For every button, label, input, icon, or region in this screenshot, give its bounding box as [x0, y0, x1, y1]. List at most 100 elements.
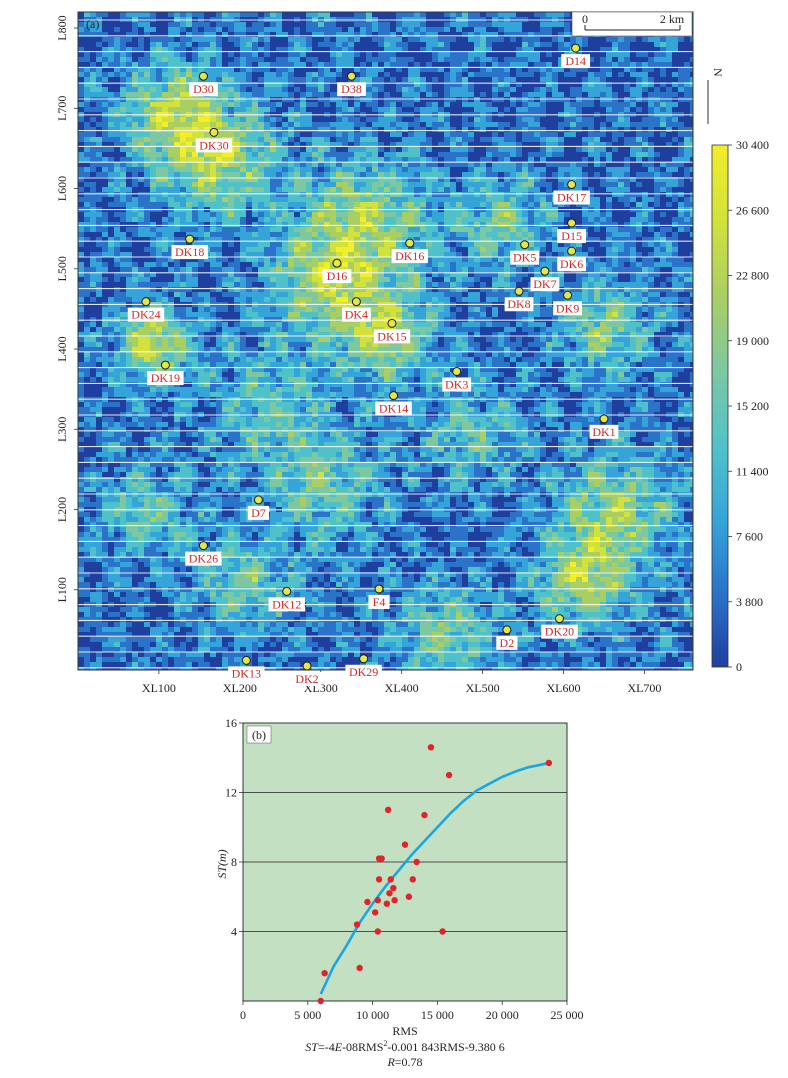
well-marker — [282, 586, 292, 596]
data-point — [371, 909, 379, 916]
x-tick-label: XL100 — [142, 681, 176, 695]
well-label: D14 — [565, 54, 586, 68]
well-label-box — [268, 597, 305, 612]
data-point — [405, 893, 413, 900]
well-label-box — [368, 594, 390, 609]
well-marker — [198, 71, 208, 81]
data-point — [439, 928, 446, 935]
eq-part-e: E — [334, 1040, 343, 1054]
y-tick-label: L600 — [55, 176, 69, 201]
x-tick-label: 15 000 — [421, 1008, 454, 1022]
data-point — [364, 898, 371, 906]
eq-part-rms: -08RMS — [342, 1040, 383, 1054]
well-marker — [253, 495, 263, 505]
well-label-box — [189, 82, 218, 97]
colorbar-tick-label: 7 600 — [736, 530, 763, 544]
well-label-box — [373, 329, 411, 344]
well-marker — [540, 266, 550, 276]
well-label-box — [345, 664, 382, 679]
data-point — [409, 876, 416, 883]
well-label-box — [504, 297, 534, 312]
well-label: DK8 — [507, 297, 530, 311]
data-point — [384, 806, 392, 814]
y-tick-label: L400 — [55, 336, 69, 361]
well-marker — [567, 246, 577, 256]
colorbar-ticks: 30 400 26 600 22 800 19 000 15 200 11 400 7 60… — [728, 138, 769, 674]
well-label-box — [375, 401, 412, 416]
well-label-box — [292, 671, 322, 686]
panel-b-label: (b) — [252, 728, 266, 742]
well-label-box — [589, 424, 619, 439]
data-point — [387, 876, 394, 883]
well-label-box — [391, 249, 428, 264]
x-tick-label: 5 000 — [294, 1008, 321, 1022]
well-label-box — [147, 371, 184, 386]
well-marker — [567, 218, 577, 228]
well-label-box — [496, 635, 518, 650]
data-point — [421, 811, 428, 819]
r-label: R — [386, 1055, 395, 1069]
well-marker — [198, 541, 208, 551]
data-point — [445, 771, 453, 779]
well-label: D30 — [193, 82, 214, 96]
well-label-box — [557, 229, 587, 244]
well-label: DK16 — [395, 249, 424, 263]
map-frame — [77, 11, 694, 671]
well-marker — [571, 43, 581, 53]
well-marker — [520, 240, 530, 250]
panel-b-scatter: (b) 0 5 000 10 000 15 000 20 000 25 000 4 8 12 1… — [215, 716, 584, 1069]
eq-part-rest: -0.001 843RMS-9.380 6 — [387, 1040, 504, 1054]
scale-bar: 0 2 km — [571, 11, 693, 37]
well-marker — [141, 297, 151, 307]
y-axis-ticks: L100 L200 L300 L400 L500 L600 L700 L800 — [55, 15, 78, 602]
well-label-box — [541, 624, 578, 639]
well-marker — [351, 297, 361, 307]
data-point — [383, 900, 391, 907]
well-label: DK3 — [445, 377, 468, 391]
well-label-box — [442, 377, 472, 392]
colorbar-tick-label: 3 800 — [736, 595, 763, 609]
well-label: DK13 — [232, 666, 261, 680]
scatter-y-ticks: 4 8 12 16 — [225, 716, 243, 939]
data-point — [353, 921, 361, 928]
scale-bar-start: 0 — [582, 12, 588, 26]
well-marker — [452, 366, 462, 376]
y-tick-label: L300 — [55, 417, 69, 442]
well-label: D2 — [500, 636, 515, 650]
well-marker — [302, 661, 312, 671]
y-tick-label: 12 — [225, 786, 237, 800]
y-tick-label: L200 — [55, 497, 69, 522]
well-label: DK14 — [379, 402, 408, 416]
well-label: DK20 — [545, 625, 574, 639]
colorbar-tick-label: 15 200 — [736, 399, 769, 413]
well-marker — [567, 180, 577, 190]
data-point — [401, 841, 409, 848]
well-label: D15 — [561, 229, 582, 243]
panel-a-label: (a) — [86, 17, 99, 31]
well-label: DK26 — [189, 552, 218, 566]
x-tick-label: XL500 — [466, 681, 500, 695]
r-number: =0.78 — [395, 1055, 423, 1069]
x-tick-label: XL700 — [627, 681, 661, 695]
well-label-box — [561, 54, 591, 69]
well-label: DK2 — [295, 672, 318, 686]
panel-a-seismic-map: (a) 0 2 km N L100 L200 L300 L400 L500 L600 L70… — [55, 11, 769, 695]
y-axis-label: ST(m) — [215, 849, 229, 878]
well-marker — [554, 614, 564, 624]
data-point — [391, 897, 398, 904]
x-tick-label: XL600 — [547, 681, 581, 695]
eq-part-st: ST — [305, 1040, 319, 1054]
y-tick-label: L700 — [55, 96, 69, 121]
well-markers: D14 D30 D38 DK30 DK17 D15 DK18 DK16 DK5 DK6 D16 DK7… — [127, 43, 619, 686]
data-point — [545, 759, 553, 767]
data-point — [427, 744, 435, 751]
well-label-box — [228, 666, 265, 681]
well-marker — [387, 318, 397, 328]
colorbar-tick-label: 22 800 — [736, 269, 769, 283]
north-label: N — [711, 68, 725, 77]
data-point — [374, 897, 381, 904]
eq-part-coef: =-4 — [318, 1040, 335, 1054]
scatter-x-ticks: 0 5 000 10 000 15 000 20 000 25 000 — [240, 1001, 584, 1022]
y-tick-label: 16 — [225, 716, 237, 730]
